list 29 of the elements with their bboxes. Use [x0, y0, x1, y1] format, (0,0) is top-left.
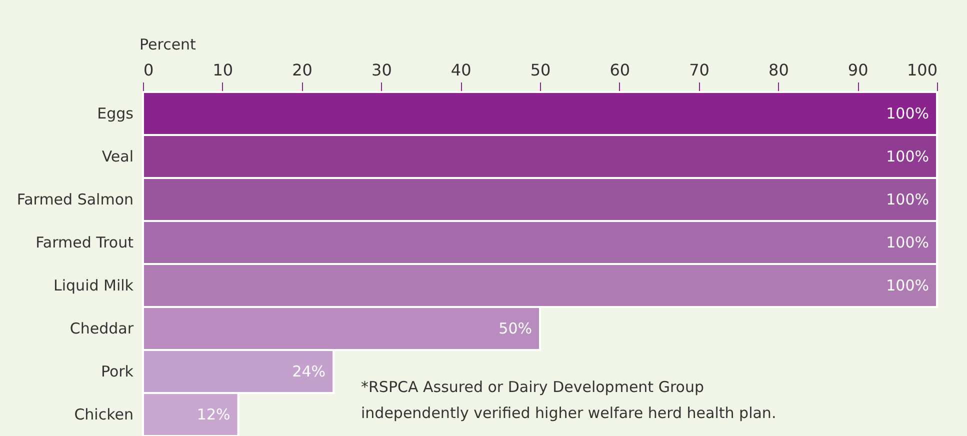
data-label: 100% — [886, 276, 929, 294]
x-tick-label: 80 — [768, 60, 789, 80]
y-tick-label: Chicken — [74, 406, 134, 424]
y-tick-label: Veal — [102, 148, 134, 166]
x-tick-label: 50 — [530, 60, 551, 80]
data-label: 24% — [292, 362, 326, 380]
x-axis-title: Percent — [140, 36, 196, 54]
data-label: 12% — [196, 406, 230, 424]
y-tick-label: Liquid Milk — [54, 276, 134, 294]
data-label: 100% — [886, 234, 929, 252]
x-tick-label: 0 — [144, 60, 154, 80]
annotation: *RSPCA Assured or Dairy Development Group independently verified higher welfare herd health plan. — [361, 378, 776, 422]
x-tick-label: 70 — [689, 60, 710, 80]
x-tick-label: 60 — [610, 60, 630, 80]
x-tick-label: 40 — [450, 60, 472, 80]
y-tick-label: Farmed Salmon — [16, 190, 134, 208]
x-tick-label: 10 — [212, 60, 234, 80]
y-tick-label: Pork — [100, 362, 134, 380]
x-tick-label: 100 — [906, 60, 938, 80]
data-label: 100% — [886, 190, 929, 208]
x-tick-label: 30 — [372, 60, 392, 80]
data-label: 100% — [886, 148, 929, 166]
y-tick-label: Farmed Trout — [36, 234, 134, 252]
y-tick-label: Cheddar — [70, 320, 134, 338]
y-tick-label: Eggs — [97, 104, 134, 122]
data-label: 100% — [886, 104, 929, 122]
data-label: 50% — [498, 320, 532, 338]
x-tick-label: 90 — [848, 60, 868, 80]
x-tick-label: 20 — [292, 60, 312, 80]
